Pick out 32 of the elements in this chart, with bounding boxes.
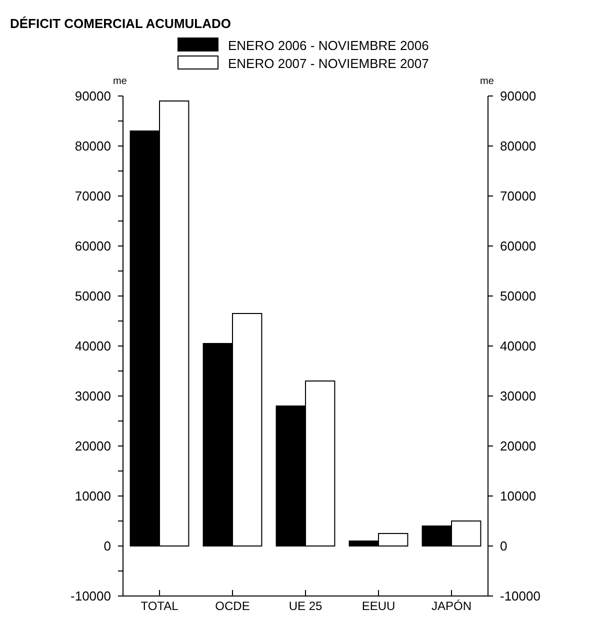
y2-tick-label: 30000 (500, 388, 536, 404)
legend-label: ENERO 2006 - NOVIEMBRE 2006 (228, 38, 429, 53)
y-tick-label: 90000 (74, 88, 111, 104)
y2-tick-label: -10000 (500, 588, 540, 604)
x-tick-label: EEUU (362, 599, 396, 613)
x-tick-label: JAPÓN (431, 599, 472, 613)
y-tick-label: 10000 (74, 488, 111, 504)
y-tick-label: 30000 (74, 388, 111, 404)
y-tick-label: 60000 (74, 238, 111, 254)
y2-tick-label: 40000 (500, 338, 536, 354)
y-tick-label: 40000 (74, 338, 111, 354)
y-tick-label: 80000 (74, 138, 111, 154)
y-tick-label: -10000 (70, 588, 111, 604)
x-tick-label: TOTAL (140, 599, 179, 613)
y2-axis-title: me (480, 76, 494, 87)
x-tick-label: UE 25 (288, 599, 322, 613)
y-tick-label: 20000 (74, 438, 111, 454)
chart-title: DÉFICIT COMERCIAL ACUMULADO (10, 16, 231, 31)
y2-tick-label: 60000 (500, 238, 536, 254)
y2-tick-label: 10000 (500, 488, 536, 504)
y-tick-label: 50000 (74, 288, 111, 304)
y-tick-label: 0 (104, 538, 111, 554)
x-tick-label: OCDE (215, 599, 250, 613)
y-tick-label: 70000 (74, 188, 111, 204)
y2-tick-label: 0 (500, 538, 508, 554)
legend-label: ENERO 2007 - NOVIEMBRE 2007 (228, 56, 429, 71)
y-axis-title: me (113, 76, 128, 87)
y2-tick-label: 20000 (500, 438, 536, 454)
y2-tick-label: 90000 (500, 88, 536, 104)
y2-tick-label: 70000 (500, 188, 536, 204)
y2-tick-label: 50000 (500, 288, 536, 304)
y2-tick-label: 80000 (500, 138, 536, 154)
